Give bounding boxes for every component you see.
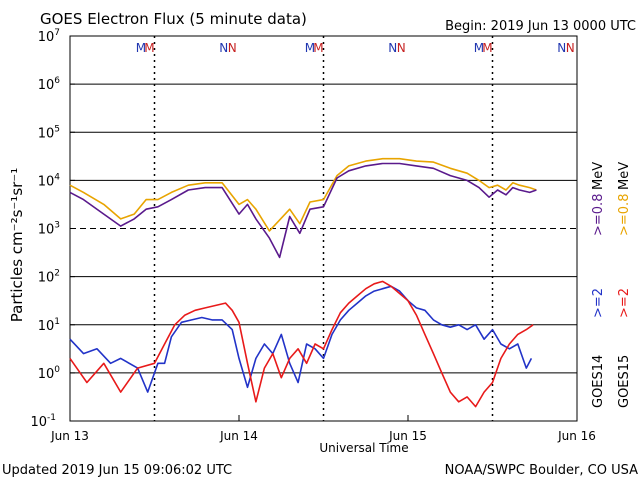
position-marker: M [474, 41, 484, 55]
x-axis-label: Universal Time [319, 441, 408, 455]
position-marker: N [228, 41, 237, 55]
y-tick-label: 104 [38, 172, 61, 189]
data-series [69, 157, 537, 408]
y-axis-label: Particles cm⁻²s⁻¹sr⁻¹ [8, 168, 26, 322]
y-tick-label: 102 [38, 269, 60, 286]
legend-goes14-2mev: >=2 [591, 288, 606, 318]
series-line [69, 157, 537, 232]
series-line [69, 285, 533, 393]
y-tick-label: 103 [38, 221, 60, 238]
chart-title: GOES Electron Flux (5 minute data) [40, 10, 307, 28]
position-marker: M [136, 41, 146, 55]
y-tick-labels: 107 106 105 104 103 102 101 100 10-1 [30, 28, 75, 430]
legend-goes15-08mev: >=0.8 [617, 194, 632, 236]
x-tick-label: Jun 14 [219, 429, 258, 443]
x-tick-label: Jun 15 [388, 429, 427, 443]
credit-label: NOAA/SWPC Boulder, CO USA [445, 463, 638, 478]
y-tick-label: 101 [38, 317, 60, 334]
position-marker: M [144, 41, 154, 55]
position-marker: N [388, 41, 397, 55]
legend-goes15-2mev: >=2 [617, 288, 632, 318]
midnight-markers [153, 36, 494, 421]
y-tick-label: 107 [38, 28, 60, 45]
y-tick-label: 10-1 [30, 413, 56, 430]
x-tick-labels: Jun 13 Jun 14 Jun 15 Jun 16 [50, 415, 596, 443]
y-tick-label: 100 [38, 365, 61, 382]
begin-label: Begin: 2019 Jun 13 0000 UTC [445, 19, 636, 34]
series-line [69, 280, 534, 408]
position-marker: N [566, 41, 575, 55]
legend-goes14: GOES14 [591, 355, 606, 408]
x-tick-label: Jun 13 [50, 429, 89, 443]
legend-goes15: GOES15 [617, 355, 632, 408]
legend-mev-unit-2: MeV [617, 162, 632, 190]
position-marker: M [482, 41, 492, 55]
legend-goes14-08mev: >=0.8 [591, 194, 606, 236]
updated-label: Updated 2019 Jun 15 09:06:02 UTC [2, 463, 232, 478]
position-marker: N [557, 41, 566, 55]
position-marker: N [219, 41, 228, 55]
legend-mev-unit-1: MeV [591, 162, 606, 190]
position-marker: N [397, 41, 406, 55]
y-tick-label: 105 [38, 124, 60, 141]
magnetopause-markers: MM N N MM N N MM N N [136, 41, 575, 55]
position-marker: M [313, 41, 323, 55]
y-tick-label: 106 [38, 76, 61, 93]
x-tick-label: Jun 16 [557, 429, 596, 443]
position-marker: M [305, 41, 315, 55]
series-line [69, 162, 537, 259]
